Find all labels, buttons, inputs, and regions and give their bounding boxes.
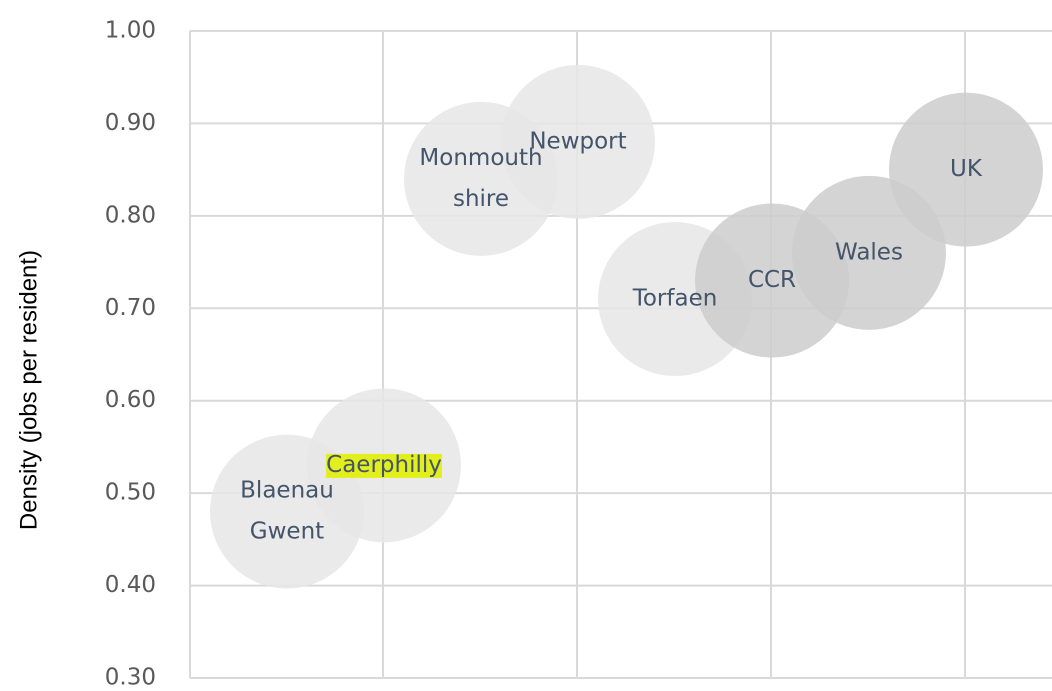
y-tick-label: 0.70 (105, 295, 156, 321)
y-axis-title: Density (jobs per resident) (15, 250, 42, 530)
y-tick-label: 1.00 (105, 18, 156, 44)
bubble-label: CCR (748, 267, 796, 293)
y-tick-label: 0.30 (105, 665, 156, 691)
bubble-label: Wales (835, 239, 903, 265)
bubble-label: Newport (529, 128, 626, 154)
y-tick-label: 0.50 (105, 480, 156, 506)
bubble (501, 64, 655, 219)
bubble-label: shire (453, 186, 509, 212)
y-tick-label: 0.90 (105, 110, 156, 136)
y-tick-label: 0.40 (105, 572, 156, 598)
bubble-label: Caerphilly (326, 452, 442, 478)
y-tick-label: 0.80 (105, 202, 156, 228)
bubble-label: Monmouth (419, 145, 542, 171)
bubble-label: Blaenau (240, 478, 334, 504)
label-highlight (326, 453, 442, 478)
y-tick-label: 0.60 (105, 387, 156, 413)
bubble (889, 92, 1043, 247)
bubble-label: Gwent (250, 519, 324, 545)
bubble-label: Torfaen (632, 286, 718, 312)
bubble-label: UK (950, 156, 983, 182)
